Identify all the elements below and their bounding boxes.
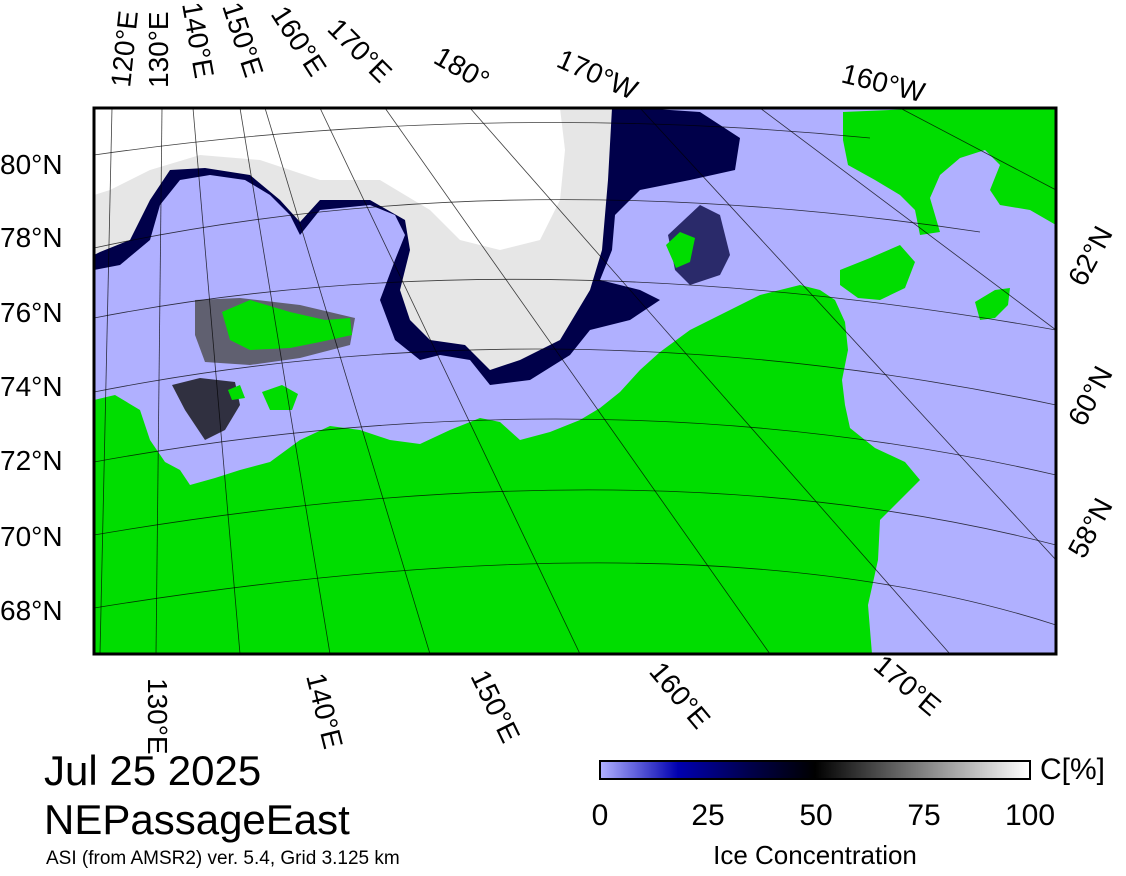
lon-label-top-170e: 170°E <box>322 12 398 88</box>
lon-label-top-120e: 120°E <box>105 9 144 88</box>
land <box>94 108 1056 654</box>
lon-label-bottom-140e: 140°E <box>300 670 349 752</box>
region-title: NEPassageEast <box>44 796 350 843</box>
colorbar-unit: C[%] <box>1040 753 1106 786</box>
colorbar-label: Ice Concentration <box>713 840 917 870</box>
lat-label-58n: 58°N <box>1062 493 1119 563</box>
colorbar-tick-0: 0 <box>591 799 609 832</box>
mainland-siberia <box>94 285 920 654</box>
lon-label-bottom-160e: 160°E <box>643 656 716 735</box>
lon-label-top-160w: 160°W <box>839 58 929 109</box>
st-lawrence-island <box>975 288 1010 320</box>
lat-label-60n: 60°N <box>1062 361 1119 431</box>
graticule <box>94 108 1056 654</box>
sea-ice-pack <box>94 108 740 440</box>
lon-label-top-180: 180° <box>429 40 495 96</box>
colorbar <box>599 760 1031 780</box>
lat-label-62n: 62°N <box>1062 221 1119 291</box>
wrangel-island <box>666 232 695 268</box>
date-title: Jul 25 2025 <box>44 747 262 794</box>
lon-label-bottom-150e: 150°E <box>465 665 526 747</box>
lat-label-68n: 68°N <box>0 595 63 626</box>
lon-label-top-150e: 150°E <box>216 0 269 81</box>
lon-label-top-170w: 170°W <box>553 43 643 106</box>
lon-label-top-160e: 160°E <box>265 0 333 81</box>
colorbar-tick-100: 100 <box>1004 799 1056 832</box>
colorbar-tick-25: 25 <box>691 799 725 832</box>
lon-label-top-140e: 140°E <box>176 0 220 80</box>
lat-label-78n: 78°N <box>0 222 63 253</box>
new-siberian-islands <box>222 300 352 350</box>
kotelny-small <box>228 385 245 400</box>
lat-label-72n: 72°N <box>0 445 63 476</box>
source-line: ASI (from AMSR2) ver. 5.4, Grid 3.125 km <box>46 848 400 869</box>
lon-label-bottom-130e: 130°E <box>142 678 173 755</box>
anadyr-coast <box>704 638 740 654</box>
chukotka-peninsula <box>840 245 915 300</box>
lon-label-bottom-170e: 170°E <box>868 649 947 722</box>
lat-label-70n: 70°N <box>0 521 63 552</box>
lat-label-74n: 74°N <box>0 371 63 402</box>
colorbar-tick-50: 50 <box>799 799 833 832</box>
map-frame <box>92 106 1058 656</box>
alaska-coast <box>843 108 1056 235</box>
colorbar-tick-75: 75 <box>907 799 941 832</box>
lat-label-80n: 80°N <box>0 149 63 180</box>
lon-label-top-130e: 130°E <box>143 11 174 88</box>
lat-label-76n: 76°N <box>0 297 63 328</box>
